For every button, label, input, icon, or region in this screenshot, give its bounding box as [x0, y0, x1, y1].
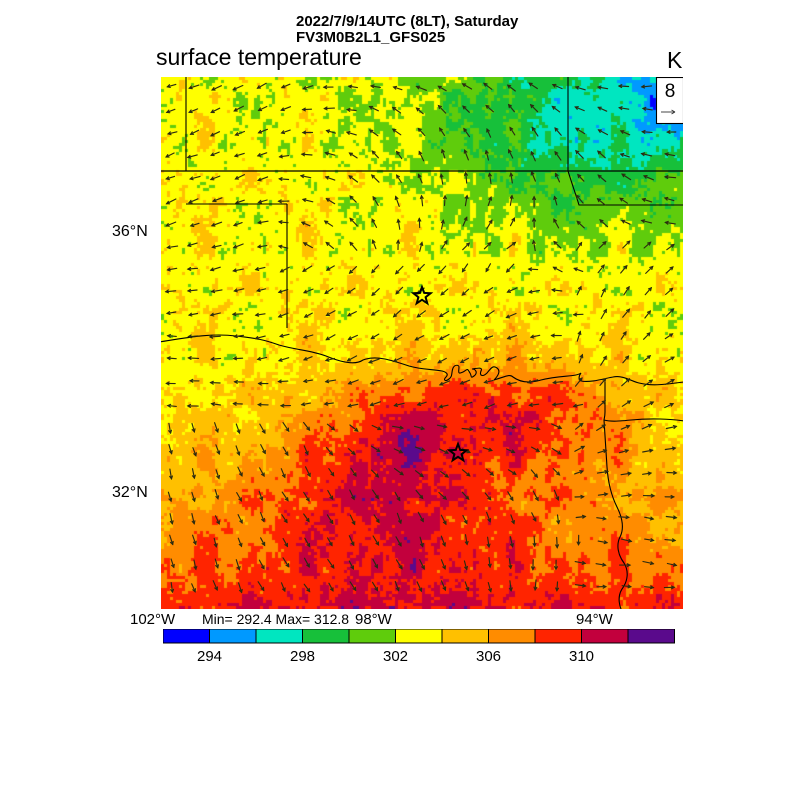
- svg-text:310: 310: [569, 648, 594, 665]
- svg-text:8: 8: [665, 81, 676, 102]
- svg-text:302: 302: [383, 648, 408, 665]
- svg-text:294: 294: [197, 648, 222, 665]
- svg-text:306: 306: [476, 648, 501, 665]
- svg-text:298: 298: [290, 648, 315, 665]
